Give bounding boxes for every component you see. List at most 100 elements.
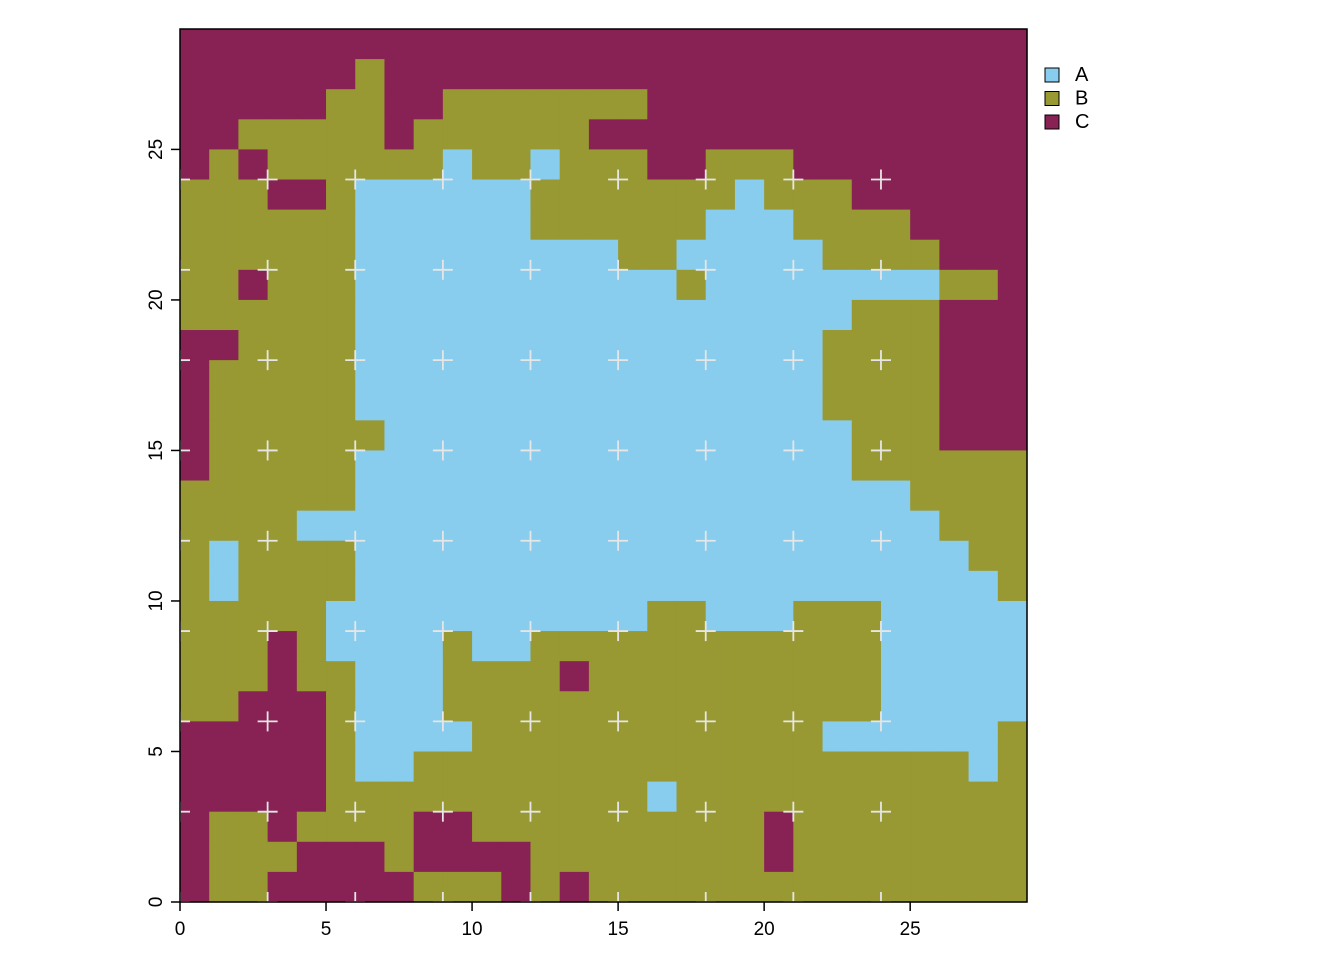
y-tick-label-10: 10 — [146, 590, 167, 611]
cell-8-3-B — [413, 781, 444, 813]
cell-14-19-A — [588, 299, 619, 331]
cell-27-4-A — [968, 751, 999, 783]
cell-5-19-B — [326, 299, 356, 331]
cell-20-26-C — [764, 89, 794, 120]
cell-6-13-A — [355, 480, 386, 512]
cell-8-5-A — [413, 721, 444, 753]
cell-2-10-B — [238, 570, 269, 602]
cell-24-2-B — [880, 811, 911, 843]
cell-27-18-C — [968, 330, 999, 361]
cell-2-4-C — [238, 751, 269, 783]
cell-22-2-B — [822, 811, 853, 843]
cell-12-25-B — [530, 119, 561, 151]
cell-10-16-A — [472, 390, 502, 421]
marker-12-3 — [520, 801, 541, 822]
cell-24-0-B — [880, 871, 911, 903]
cell-15-5-B — [618, 721, 648, 753]
cell-17-18-A — [676, 330, 707, 361]
cell-7-8-A — [384, 631, 415, 662]
cell-11-13-A — [501, 480, 532, 512]
cell-7-19-A — [384, 299, 415, 331]
marker-3-12 — [257, 530, 278, 551]
cell-9-0-B — [442, 871, 473, 903]
cell-3-9-B — [267, 600, 298, 632]
cell-27-10-A — [968, 570, 999, 602]
cell-14-26-B — [588, 89, 619, 120]
cell-23-3-B — [851, 781, 882, 813]
marker-18-6 — [695, 711, 716, 732]
cell-8-0-B — [413, 871, 444, 903]
cell-23-27-C — [851, 59, 882, 90]
cell-4-4-C — [296, 751, 327, 783]
cell-1-22-B — [209, 209, 240, 241]
cell-2-6-C — [238, 691, 269, 722]
cell-21-13-A — [793, 480, 824, 512]
cell-12-4-B — [530, 751, 561, 783]
cell-25-12-A — [910, 510, 940, 542]
cell-27-6-A — [968, 691, 999, 722]
cell-5-6-B — [326, 691, 356, 722]
cell-9-8-B — [442, 631, 473, 662]
cell-11-5-B — [501, 721, 532, 753]
cell-11-4-B — [501, 751, 532, 783]
marker-18-12 — [695, 530, 716, 551]
cell-6-28-C — [355, 29, 386, 60]
cell-26-23-C — [939, 179, 970, 211]
marker-18-24 — [695, 169, 716, 190]
cell-27-3-B — [968, 781, 999, 813]
cell-9-12-A — [442, 510, 473, 542]
cell-28-11-B — [997, 540, 1028, 572]
cell-24-1-B — [880, 841, 911, 873]
cell-1-11-A — [209, 540, 240, 572]
cell-12-24-A — [530, 149, 561, 181]
cell-1-0-B — [209, 871, 240, 903]
cell-7-17-A — [384, 360, 415, 391]
cell-21-7-B — [793, 661, 824, 692]
cell-14-14-A — [588, 450, 619, 482]
cell-8-13-A — [413, 480, 444, 512]
cell-22-26-C — [822, 89, 853, 120]
cell-9-27-C — [442, 59, 473, 90]
marker-6-3 — [345, 801, 366, 822]
cell-15-26-B — [618, 89, 648, 120]
cell-15-10-A — [618, 570, 648, 602]
cell-20-1-C — [764, 841, 794, 873]
cell-6-7-A — [355, 661, 386, 692]
marker-15-12 — [608, 530, 629, 551]
cell-1-1-B — [209, 841, 240, 873]
cell-26-1-B — [939, 841, 970, 873]
cell-23-22-B — [851, 209, 882, 241]
marker-21-6 — [783, 711, 804, 732]
cell-1-21-B — [209, 239, 240, 271]
cell-11-17-A — [501, 360, 532, 391]
cell-23-14-B — [851, 450, 882, 482]
cell-18-22-A — [705, 209, 736, 241]
cell-20-11-A — [764, 540, 794, 572]
cell-10-5-B — [472, 721, 502, 753]
cell-10-22-A — [472, 209, 502, 241]
cell-16-21-B — [647, 239, 678, 271]
cell-6-11-A — [355, 540, 386, 572]
cell-18-23-B — [705, 179, 736, 211]
cell-24-22-B — [880, 209, 911, 241]
cell-21-1-B — [793, 841, 824, 873]
cell-11-20-A — [501, 269, 532, 301]
cell-12-6-B — [530, 691, 561, 722]
cell-5-14-B — [326, 450, 356, 482]
cell-7-16-A — [384, 390, 415, 421]
cell-25-26-C — [910, 89, 940, 120]
x-tick-label-5: 5 — [321, 919, 332, 940]
cell-9-11-A — [442, 540, 473, 572]
marker-3-3 — [257, 801, 278, 822]
cell-8-7-A — [413, 661, 444, 692]
cell-14-18-A — [588, 330, 619, 361]
cell-2-22-B — [238, 209, 269, 241]
cell-20-8-B — [764, 631, 794, 662]
cell-9-5-A — [442, 721, 473, 753]
cell-6-1-C — [355, 841, 386, 873]
cell-22-1-B — [822, 841, 853, 873]
cell-2-21-B — [238, 239, 269, 271]
cell-14-21-A — [588, 239, 619, 271]
cell-22-19-A — [822, 299, 853, 331]
cell-5-22-B — [326, 209, 356, 241]
